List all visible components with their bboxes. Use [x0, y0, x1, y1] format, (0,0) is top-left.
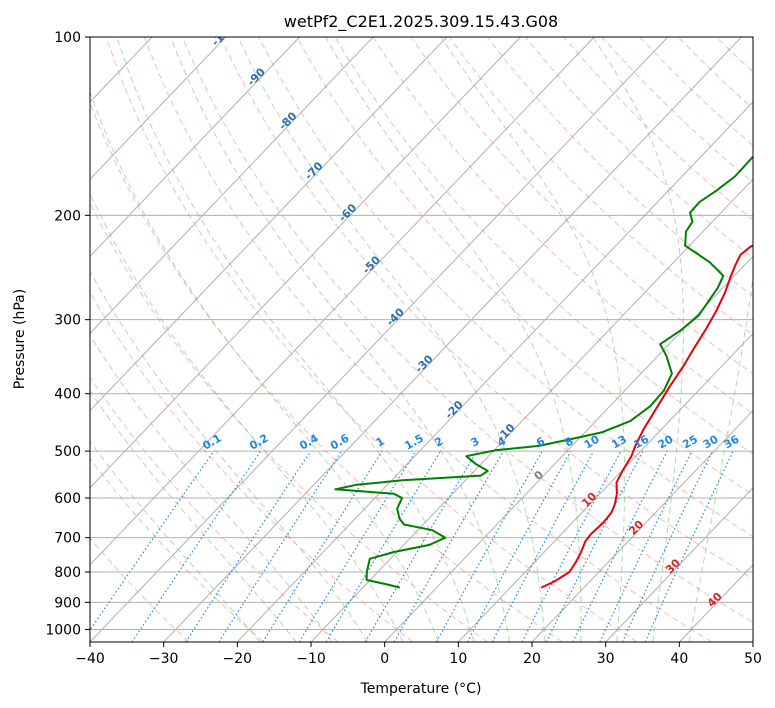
isotherm-label: -100 [209, 20, 238, 49]
dry-adiabat [410, 37, 753, 375]
x-tick-label: 20 [523, 651, 541, 667]
y-tick-label: 700 [54, 531, 81, 547]
isotherm-gridline [90, 37, 521, 489]
mixing-ratio-line [131, 450, 262, 642]
dry-adiabat [372, 37, 753, 415]
mixing-ratio-line [185, 450, 312, 642]
dry-adiabat [90, 457, 264, 642]
moist-adiabat [90, 440, 261, 642]
y-tick-label: 1000 [45, 622, 81, 638]
x-tick-label: 10 [449, 651, 467, 667]
y-tick-label: 300 [54, 313, 81, 329]
x-tick-label: 30 [597, 651, 615, 667]
data-lines [334, 155, 753, 589]
moist-adiabat [90, 334, 333, 642]
isotherm-gridline [236, 101, 753, 642]
mixing-ratio-line [545, 450, 644, 642]
moist-adiabat [90, 270, 369, 642]
dry-adiabat [90, 201, 488, 642]
x-tick-label: 0 [380, 651, 389, 667]
moist-adiabat [90, 390, 297, 642]
x-axis: −40 −30 −20 −10 0 10 20 30 40 50 [75, 642, 762, 667]
x-axis-label: Temperature (°C) [360, 681, 482, 697]
x-tick-label: −30 [149, 651, 179, 667]
moist-adiabat [170, 37, 510, 642]
isotherm-gridline [457, 332, 753, 642]
mixing-ratio-line [298, 450, 417, 642]
dry-adiabat [181, 37, 753, 623]
mixing-ratio-line [90, 450, 215, 632]
isotherm-gridline [90, 37, 227, 180]
dry-adiabat [90, 291, 414, 642]
isotherm-gridline [163, 37, 742, 642]
dry-adiabat [334, 37, 753, 455]
dry-adiabat [220, 37, 753, 580]
x-tick-label: 40 [670, 651, 688, 667]
x-tick-label: −40 [75, 651, 105, 667]
isotherm-gridline [90, 37, 595, 566]
x-tick-label: −20 [223, 651, 253, 667]
y-tick-label: 800 [54, 565, 81, 581]
mixing-ratio-line [491, 450, 595, 642]
moist-adiabat [237, 37, 546, 642]
y-tick-label: 600 [54, 491, 81, 507]
moist-adiabat [116, 37, 475, 642]
y-tick-label: 400 [54, 387, 81, 403]
dewpoint-line [334, 155, 753, 589]
y-axis-label: Pressure (hPa) [12, 289, 28, 389]
moist-adiabat [688, 37, 753, 642]
dry-adiabat [90, 101, 563, 642]
mixing-ratio-line [466, 450, 572, 642]
mixing-ratio-line [218, 450, 343, 642]
dry-adiabat [448, 37, 753, 336]
temperature-line [540, 244, 753, 589]
isotherm-gridline [90, 37, 300, 258]
x-tick-label: 50 [744, 651, 762, 667]
plot-frame [89, 36, 754, 643]
y-tick-label: 900 [54, 595, 81, 611]
isotherm-gridline [531, 409, 753, 642]
dry-adiabat [105, 37, 638, 642]
isotherm-gridline [90, 37, 374, 335]
isotherm-gridline [384, 255, 753, 642]
moist-adiabat [325, 37, 582, 642]
chart-title: wetPf2_C2E1.2025.309.15.43.G08 [284, 12, 558, 32]
dry-adiabat [143, 37, 712, 642]
mixing-ratio-line [435, 450, 543, 642]
dry-adiabat [296, 37, 753, 496]
isotherm-gridline [605, 487, 753, 642]
mixing-ratio-line [572, 450, 668, 642]
y-tick-label: 500 [54, 444, 81, 460]
moist-adiabat [592, 37, 684, 642]
moist-adiabat [440, 37, 626, 642]
isotherm-gridline [90, 37, 669, 642]
y-axis: 100 200 300 400 500 600 700 800 900 1000 [45, 30, 90, 638]
isotherm-gridline [90, 37, 448, 412]
dry-adiabat [258, 37, 753, 538]
dry-adiabat [487, 37, 753, 297]
y-tick-label: 200 [54, 208, 81, 224]
x-tick-label: −10 [296, 651, 326, 667]
y-tick-label: 100 [54, 30, 81, 46]
background-lines [90, 37, 753, 642]
